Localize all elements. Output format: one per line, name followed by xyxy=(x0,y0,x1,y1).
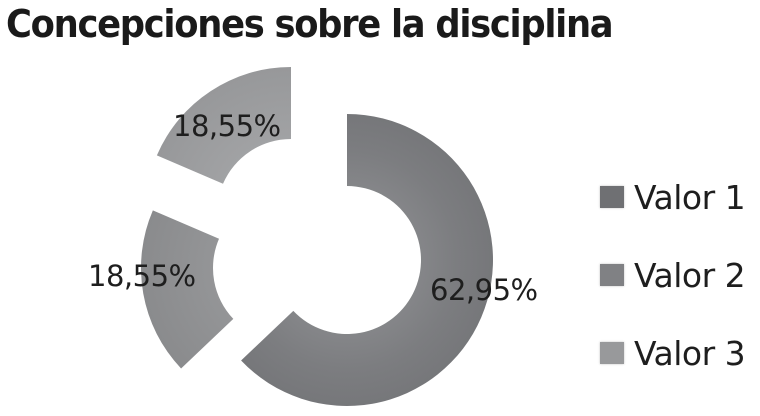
data-label-valor-2: 18,55% xyxy=(88,259,196,293)
chart-title: Concepciones sobre la disciplina xyxy=(6,2,614,46)
segment-valor-3[interactable] xyxy=(156,67,291,184)
data-label-valor-3: 18,55% xyxy=(173,109,281,143)
segment-valor-1[interactable] xyxy=(241,114,493,406)
legend-item-valor-2[interactable]: Valor 2 xyxy=(600,236,746,314)
legend-label: Valor 2 xyxy=(634,255,746,295)
legend-swatch-icon xyxy=(600,342,624,364)
legend-label: Valor 3 xyxy=(634,333,746,373)
segment-valor-2[interactable] xyxy=(140,210,234,369)
legend-swatch-icon xyxy=(600,264,624,286)
legend: Valor 1 Valor 2 Valor 3 xyxy=(600,158,746,392)
data-label-valor-1: 62,95% xyxy=(430,273,538,307)
legend-item-valor-1[interactable]: Valor 1 xyxy=(600,158,746,236)
legend-item-valor-3[interactable]: Valor 3 xyxy=(600,314,746,392)
legend-swatch-icon xyxy=(600,186,624,208)
legend-label: Valor 1 xyxy=(634,177,746,217)
